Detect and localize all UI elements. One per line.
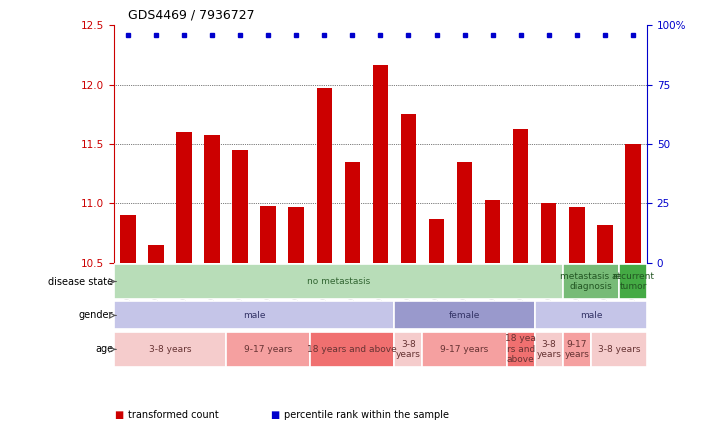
Text: 9-17 years: 9-17 years bbox=[440, 345, 488, 354]
Bar bbox=[226, 332, 310, 366]
Text: percentile rank within the sample: percentile rank within the sample bbox=[284, 409, 449, 420]
Text: 3-8
years: 3-8 years bbox=[396, 340, 421, 359]
Text: 3-8
years: 3-8 years bbox=[536, 340, 561, 359]
Text: male: male bbox=[243, 311, 265, 320]
Bar bbox=[485, 200, 501, 263]
Bar bbox=[310, 332, 395, 366]
Bar bbox=[232, 150, 247, 263]
Bar bbox=[619, 264, 647, 299]
Text: female: female bbox=[449, 311, 480, 320]
Text: disease state: disease state bbox=[48, 277, 113, 286]
Bar bbox=[204, 135, 220, 263]
Bar bbox=[289, 207, 304, 263]
Bar bbox=[541, 203, 557, 263]
Bar bbox=[395, 301, 535, 330]
Bar bbox=[260, 206, 276, 263]
Text: 3-8 years: 3-8 years bbox=[149, 345, 191, 354]
Text: no metastasis: no metastasis bbox=[306, 277, 370, 286]
Bar bbox=[114, 264, 563, 299]
Text: 18 years and above: 18 years and above bbox=[307, 345, 397, 354]
Bar bbox=[569, 207, 584, 263]
Text: ■: ■ bbox=[270, 409, 279, 420]
Bar bbox=[429, 219, 444, 263]
Bar bbox=[535, 301, 647, 330]
Bar bbox=[625, 144, 641, 263]
Bar bbox=[591, 332, 647, 366]
Bar bbox=[395, 332, 422, 366]
Bar bbox=[535, 332, 563, 366]
Bar bbox=[513, 129, 528, 263]
Text: 9-17 years: 9-17 years bbox=[244, 345, 292, 354]
Bar bbox=[114, 332, 226, 366]
Bar bbox=[401, 115, 416, 263]
Bar bbox=[345, 162, 360, 263]
Text: age: age bbox=[95, 344, 113, 354]
Bar bbox=[563, 264, 619, 299]
Bar bbox=[373, 65, 388, 263]
Bar bbox=[507, 332, 535, 366]
Text: metastasis at
diagnosis: metastasis at diagnosis bbox=[560, 272, 621, 291]
Bar bbox=[120, 215, 136, 263]
Bar bbox=[114, 301, 395, 330]
Text: ■: ■ bbox=[114, 409, 123, 420]
Bar bbox=[176, 132, 192, 263]
Text: gender: gender bbox=[79, 310, 113, 321]
Text: 3-8 years: 3-8 years bbox=[598, 345, 640, 354]
Text: male: male bbox=[579, 311, 602, 320]
Bar bbox=[563, 332, 591, 366]
Bar bbox=[422, 332, 507, 366]
Text: 18 yea
rs and
above: 18 yea rs and above bbox=[506, 335, 536, 364]
Bar bbox=[148, 245, 164, 263]
Bar bbox=[457, 162, 472, 263]
Text: recurrent
tumor: recurrent tumor bbox=[612, 272, 654, 291]
Bar bbox=[597, 225, 613, 263]
Text: GDS4469 / 7936727: GDS4469 / 7936727 bbox=[128, 8, 255, 21]
Text: 9-17
years: 9-17 years bbox=[565, 340, 589, 359]
Text: transformed count: transformed count bbox=[128, 409, 219, 420]
Bar bbox=[316, 88, 332, 263]
